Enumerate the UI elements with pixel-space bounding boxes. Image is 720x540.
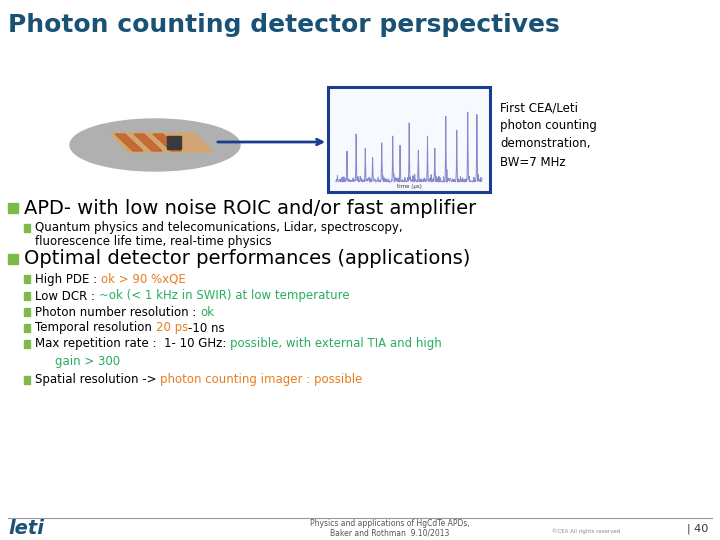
Ellipse shape bbox=[70, 119, 240, 171]
Text: Baker and Rothman  9.10/2013: Baker and Rothman 9.10/2013 bbox=[330, 529, 450, 537]
Text: possible, with external TIA and high: possible, with external TIA and high bbox=[230, 338, 442, 350]
Text: Temporal resolution: Temporal resolution bbox=[35, 321, 156, 334]
Text: APD- with low noise ROIC and/or fast amplifier: APD- with low noise ROIC and/or fast amp… bbox=[24, 199, 476, 218]
Bar bbox=[24, 275, 30, 283]
Bar bbox=[24, 292, 30, 300]
Polygon shape bbox=[134, 134, 162, 151]
Polygon shape bbox=[110, 133, 213, 152]
Polygon shape bbox=[153, 134, 181, 151]
Text: photon counting imager : possible: photon counting imager : possible bbox=[161, 374, 363, 387]
Text: Physics and applications of HgCdTe APDs,: Physics and applications of HgCdTe APDs, bbox=[310, 519, 470, 529]
Polygon shape bbox=[115, 134, 143, 151]
Text: Quantum physics and telecomunications, Lidar, spectroscopy,: Quantum physics and telecomunications, L… bbox=[35, 221, 402, 234]
Bar bbox=[24, 376, 30, 384]
Text: ok: ok bbox=[200, 306, 214, 319]
Text: First CEA/Leti
photon counting
demonstration,
BW=7 MHz: First CEA/Leti photon counting demonstra… bbox=[500, 102, 597, 168]
Text: Photon number resolution :: Photon number resolution : bbox=[35, 306, 200, 319]
Bar bbox=[328, 87, 490, 192]
Text: gain > 300: gain > 300 bbox=[55, 354, 120, 368]
Text: leti: leti bbox=[8, 519, 44, 538]
Polygon shape bbox=[167, 136, 181, 149]
Text: Photon counting detector perspectives: Photon counting detector perspectives bbox=[8, 13, 559, 37]
Bar bbox=[24, 224, 30, 232]
Text: Max repetition rate :  1- 10 GHz:: Max repetition rate : 1- 10 GHz: bbox=[35, 338, 230, 350]
Text: time (µs): time (µs) bbox=[397, 184, 421, 189]
Bar bbox=[8, 254, 18, 264]
Text: -10 ns: -10 ns bbox=[188, 321, 225, 334]
Text: Spatial resolution ->: Spatial resolution -> bbox=[35, 374, 161, 387]
Bar bbox=[24, 340, 30, 348]
Text: High PDE :: High PDE : bbox=[35, 273, 101, 286]
Bar bbox=[24, 324, 30, 332]
Text: ok > 90 %xQE: ok > 90 %xQE bbox=[101, 273, 186, 286]
Bar bbox=[8, 203, 18, 213]
Text: fluorescence life time, real-time physics: fluorescence life time, real-time physic… bbox=[35, 234, 271, 247]
Text: Optimal detector performances (applications): Optimal detector performances (applicati… bbox=[24, 249, 470, 268]
Bar bbox=[24, 308, 30, 316]
Text: | 40: | 40 bbox=[687, 524, 708, 534]
Text: ~ok (< 1 kHz in SWIR) at low temperature: ~ok (< 1 kHz in SWIR) at low temperature bbox=[99, 289, 349, 302]
Text: ©CEA All rights reserved: ©CEA All rights reserved bbox=[552, 528, 620, 534]
Text: 20 ps: 20 ps bbox=[156, 321, 188, 334]
Text: Low DCR :: Low DCR : bbox=[35, 289, 99, 302]
